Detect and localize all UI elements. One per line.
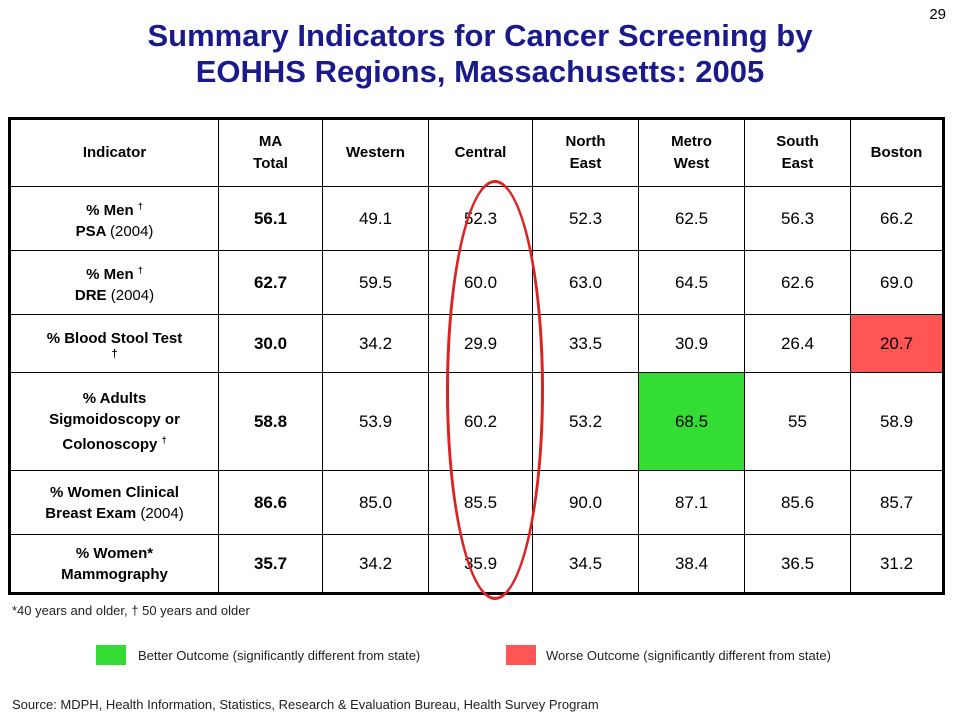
southeast-value: 26.4 xyxy=(744,314,851,373)
central-value: 60.0 xyxy=(428,250,533,315)
boston-value: 31.2 xyxy=(850,534,944,594)
footnote: *40 years and older, † 50 years and olde… xyxy=(12,603,250,618)
table-row: % Adults Sigmoidoscopy or Colonoscopy † … xyxy=(9,372,944,471)
boston-value: 69.0 xyxy=(850,250,944,315)
metrowest-value: 30.9 xyxy=(638,314,745,373)
northeast-value: 63.0 xyxy=(532,250,639,315)
indicator-label: % Women Clinical Breast Exam (2004) xyxy=(9,470,219,535)
northeast-value: 90.0 xyxy=(532,470,639,535)
southeast-value: 62.6 xyxy=(744,250,851,315)
western-value: 85.0 xyxy=(322,470,429,535)
title-line-1: Summary Indicators for Cancer Screening … xyxy=(147,18,813,53)
ma-total-value: 56.1 xyxy=(218,186,323,251)
central-value: 85.5 xyxy=(428,470,533,535)
metrowest-value: 64.5 xyxy=(638,250,745,315)
southeast-value: 36.5 xyxy=(744,534,851,594)
metrowest-value-better: 68.5 xyxy=(638,372,745,471)
metrowest-value: 87.1 xyxy=(638,470,745,535)
page-title: Summary Indicators for Cancer Screening … xyxy=(60,18,900,90)
page-number: 29 xyxy=(929,6,946,23)
western-value: 34.2 xyxy=(322,314,429,373)
western-value: 53.9 xyxy=(322,372,429,471)
northeast-value: 34.5 xyxy=(532,534,639,594)
central-value: 29.9 xyxy=(428,314,533,373)
table-row: % Blood Stool Test † 30.0 34.2 29.9 33.5… xyxy=(9,314,944,373)
western-value: 49.1 xyxy=(322,186,429,251)
central-value: 60.2 xyxy=(428,372,533,471)
header-boston: Boston xyxy=(850,118,944,187)
table-row: % Women Clinical Breast Exam (2004) 86.6… xyxy=(9,470,944,535)
table-row: % Men † PSA (2004) 56.1 49.1 52.3 52.3 6… xyxy=(9,186,944,251)
worse-outcome-swatch xyxy=(506,645,536,665)
ma-total-value: 35.7 xyxy=(218,534,323,594)
northeast-value: 33.5 xyxy=(532,314,639,373)
table-row: % Men † DRE (2004) 62.7 59.5 60.0 63.0 6… xyxy=(9,250,944,315)
northeast-value: 53.2 xyxy=(532,372,639,471)
southeast-value: 55 xyxy=(744,372,851,471)
ma-total-value: 30.0 xyxy=(218,314,323,373)
southeast-value: 85.6 xyxy=(744,470,851,535)
indicator-label: % Men † PSA (2004) xyxy=(9,186,219,251)
source-note: Source: MDPH, Health Information, Statis… xyxy=(12,697,599,712)
worse-outcome-label: Worse Outcome (significantly different f… xyxy=(546,648,831,663)
ma-total-value: 62.7 xyxy=(218,250,323,315)
header-metrowest: Metro West xyxy=(638,118,745,187)
indicators-table: Indicator MA Total Western Central North E… xyxy=(8,117,945,595)
western-value: 34.2 xyxy=(322,534,429,594)
metrowest-value: 62.5 xyxy=(638,186,745,251)
metrowest-value: 38.4 xyxy=(638,534,745,594)
header-northeast: North East xyxy=(532,118,639,187)
table-row: % Women* Mammography 35.7 34.2 35.9 34.5… xyxy=(9,534,944,594)
boston-value-worse: 20.7 xyxy=(850,314,944,373)
boston-value: 66.2 xyxy=(850,186,944,251)
central-value: 52.3 xyxy=(428,186,533,251)
better-outcome-label: Better Outcome (significantly different … xyxy=(138,648,421,663)
indicator-label: % Men † DRE (2004) xyxy=(9,250,219,315)
boston-value: 58.9 xyxy=(850,372,944,471)
southeast-value: 56.3 xyxy=(744,186,851,251)
header-western: Western xyxy=(322,118,429,187)
northeast-value: 52.3 xyxy=(532,186,639,251)
header-row: Indicator MA Total Western Central North E… xyxy=(9,118,944,187)
central-value: 35.9 xyxy=(428,534,533,594)
header-central: Central xyxy=(428,118,533,187)
indicator-label: % Blood Stool Test † xyxy=(9,314,219,373)
ma-total-value: 86.6 xyxy=(218,470,323,535)
western-value: 59.5 xyxy=(322,250,429,315)
header-indicator: Indicator xyxy=(9,118,219,187)
title-line-2: EOHHS Regions, Massachusetts: 2005 xyxy=(195,54,765,89)
better-outcome-swatch xyxy=(96,645,126,665)
header-ma-total: MA Total xyxy=(218,118,323,187)
indicator-label: % Women* Mammography xyxy=(9,534,219,594)
header-southeast: South East xyxy=(744,118,851,187)
ma-total-value: 58.8 xyxy=(218,372,323,471)
indicator-label: % Adults Sigmoidoscopy or Colonoscopy † xyxy=(9,372,219,471)
boston-value: 85.7 xyxy=(850,470,944,535)
